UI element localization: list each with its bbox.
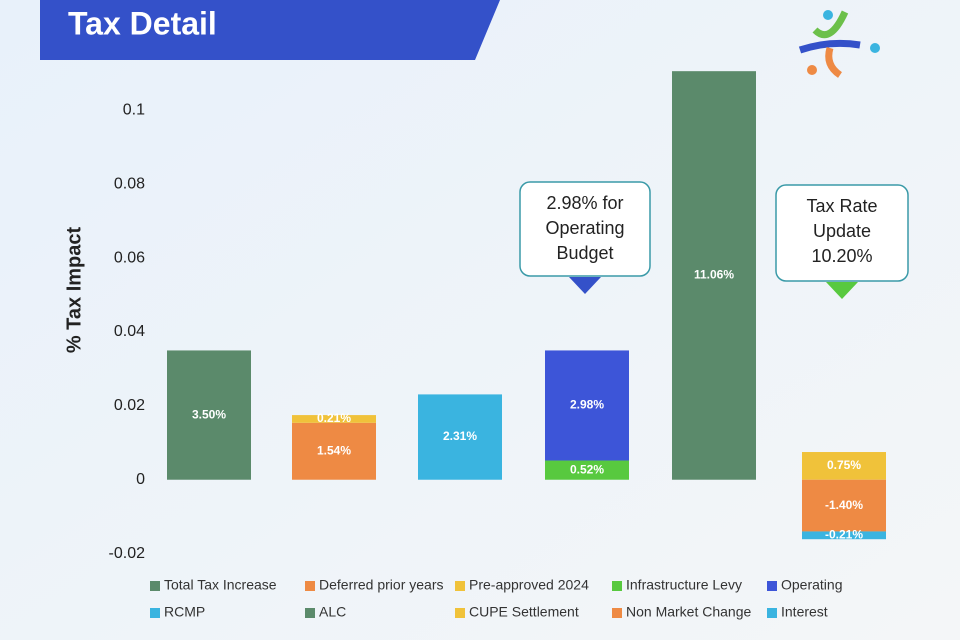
annotation-text: Update (813, 221, 871, 241)
legend-swatch (150, 581, 160, 591)
legend-label: CUPE Settlement (469, 604, 579, 620)
callout-pointer (826, 282, 858, 299)
legend-swatch (612, 608, 622, 618)
bar-segment (545, 460, 629, 480)
legend-label: Deferred prior years (319, 577, 444, 593)
annotation-text: 10.20% (811, 246, 872, 266)
data-label: 0.75% (827, 458, 861, 472)
bar-segment (802, 452, 886, 480)
y-tick-label: 0.06 (114, 249, 145, 266)
callout-box (775, 184, 909, 282)
y-tick-label: -0.02 (109, 545, 146, 562)
title-banner (40, 0, 500, 60)
annotation-text: Tax Rate (806, 196, 877, 216)
legend-swatch (612, 581, 622, 591)
legend-label: ALC (319, 604, 346, 620)
bar-segment (545, 350, 629, 461)
legend-label: Interest (781, 604, 828, 620)
callout-box (519, 181, 651, 277)
legend-swatch (150, 608, 160, 618)
callout-pointer (569, 277, 601, 294)
y-tick-label: 0.04 (114, 323, 145, 340)
annotation-text: Budget (556, 243, 613, 263)
bar-segment (167, 350, 251, 480)
y-tick-label: 0.02 (114, 397, 145, 414)
data-label: -0.21% (825, 527, 863, 541)
y-axis-label: % Tax Impact (63, 226, 85, 353)
legend-label: RCMP (164, 604, 205, 620)
y-tick-label: 0.08 (114, 175, 145, 192)
annotation-text: 2.98% for (546, 193, 623, 213)
logo (798, 10, 880, 78)
bar-segment (292, 422, 376, 480)
data-label: 0.52% (570, 462, 604, 476)
legend-swatch (767, 608, 777, 618)
legend-swatch (305, 608, 315, 618)
bar-segment (802, 531, 886, 540)
legend-label: Operating (781, 577, 842, 593)
data-label: -1.40% (825, 498, 863, 512)
annotation-text: Operating (545, 218, 624, 238)
bar-segment (802, 479, 886, 532)
data-label: 2.31% (443, 429, 477, 443)
data-label: 11.06% (694, 268, 734, 282)
legend-swatch (455, 581, 465, 591)
bar-segment (672, 71, 756, 480)
data-label: 0.21% (317, 411, 351, 425)
bar-segment (292, 415, 376, 423)
data-label: 1.54% (317, 443, 351, 457)
legend-label: Pre-approved 2024 (469, 577, 589, 593)
y-tick-label: 0 (136, 471, 145, 488)
legend-swatch (305, 581, 315, 591)
y-tick-label: 0.1 (123, 102, 145, 119)
chart-title: Tax Detail (68, 5, 217, 41)
legend-swatch (455, 608, 465, 618)
legend-label: Total Tax Increase (164, 577, 277, 593)
legend-label: Non Market Change (626, 604, 752, 620)
bar-segment (418, 394, 502, 480)
data-label: 2.98% (570, 398, 604, 412)
legend-label: Infrastructure Levy (626, 577, 742, 593)
data-label: 3.50% (192, 407, 226, 421)
legend-swatch (767, 581, 777, 591)
